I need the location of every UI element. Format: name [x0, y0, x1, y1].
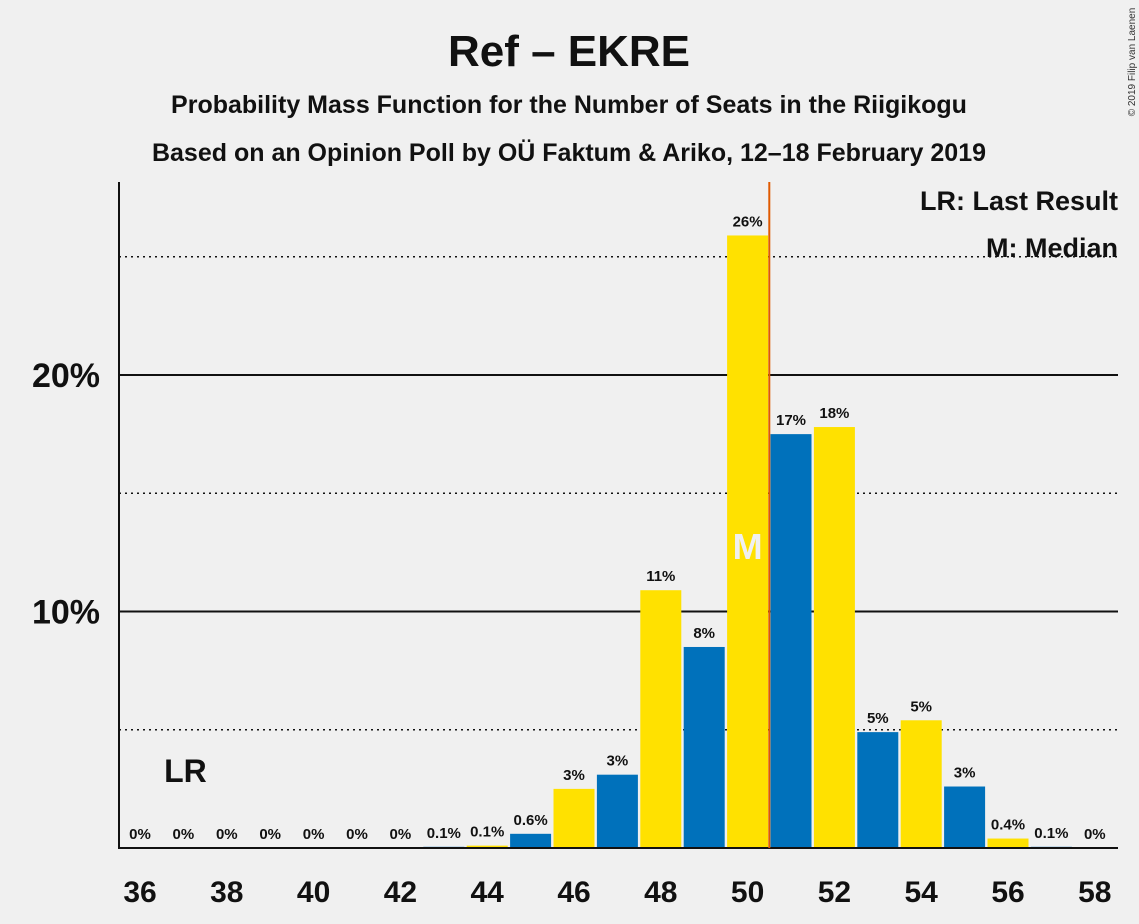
bar-label-seat-55: 3%	[954, 765, 976, 782]
bar-label-seat-58: 0%	[1084, 826, 1106, 843]
bar-label-seat-36: 0%	[129, 826, 151, 843]
bar-seat-55	[944, 786, 986, 848]
axes	[118, 182, 1118, 849]
legend-median: M: Median	[986, 233, 1118, 263]
legend-last-result: LR: Last Result	[920, 186, 1118, 216]
bar-seat-45	[510, 833, 552, 848]
x-tick-56: 56	[991, 876, 1024, 909]
bar-label-seat-43: 0.1%	[427, 825, 461, 842]
x-tick-54: 54	[905, 876, 939, 909]
bar-value-labels: 0% 0% 0% 0% 0% 0% 0% 0.1% 0.1% 0.6% 3% 3% 11% 8% 26% 17…	[129, 213, 1105, 843]
bar-seat-46	[553, 788, 595, 848]
x-tick-labels: 36 38 40 42 44 46 48 50 52 54 56 58	[123, 876, 1111, 909]
x-tick-58: 58	[1078, 876, 1111, 909]
bar-label-seat-38: 0%	[216, 826, 238, 843]
bar-label-seat-37: 0%	[173, 826, 195, 843]
last-result-marker: LR	[164, 753, 207, 789]
bar-seat-47	[596, 774, 638, 848]
bar-seat-53	[857, 732, 899, 848]
bar-label-seat-44: 0.1%	[470, 824, 504, 841]
bar-label-seat-56: 0.4%	[991, 817, 1025, 834]
chart-title: Ref – EKRE	[448, 27, 690, 76]
bar-seat-49	[683, 646, 725, 848]
x-tick-44: 44	[471, 876, 505, 909]
bar-label-seat-49: 8%	[693, 625, 715, 642]
bar-seat-44	[466, 845, 508, 848]
gridlines	[119, 256, 1118, 731]
bar-seat-52	[813, 427, 855, 848]
bar-seat-51	[770, 434, 812, 848]
bar-seat-54	[900, 720, 942, 848]
bar-label-seat-52: 18%	[819, 405, 849, 422]
bar-seat-48	[640, 590, 682, 848]
bar-label-seat-40: 0%	[303, 826, 325, 843]
bar-label-seat-45: 0.6%	[513, 812, 547, 829]
bar-label-seat-42: 0%	[390, 826, 412, 843]
x-tick-46: 46	[557, 876, 590, 909]
x-tick-38: 38	[210, 876, 243, 909]
bar-label-seat-46: 3%	[563, 767, 585, 784]
bar-seat-56	[987, 838, 1029, 848]
bar-label-seat-47: 3%	[607, 753, 629, 770]
y-tick-20: 20%	[32, 357, 100, 395]
bar-label-seat-48: 11%	[646, 568, 675, 585]
bar-label-seat-54: 5%	[910, 698, 932, 715]
bar-label-seat-57: 0.1%	[1034, 825, 1068, 842]
chart-subtitle-2: Based on an Opinion Poll by OÜ Faktum & …	[152, 138, 986, 167]
x-tick-36: 36	[123, 876, 156, 909]
bar-seat-50	[727, 235, 769, 849]
x-tick-52: 52	[818, 876, 851, 909]
y-tick-10: 10%	[32, 594, 100, 632]
chart-subtitle-1: Probability Mass Function for the Number…	[171, 91, 967, 119]
bar-label-seat-51: 17%	[776, 412, 806, 429]
y-tick-labels: 10% 20%	[32, 357, 100, 632]
bar-label-seat-39: 0%	[259, 826, 281, 843]
x-tick-40: 40	[297, 876, 330, 909]
x-tick-50: 50	[731, 876, 764, 909]
bar-label-seat-53: 5%	[867, 710, 889, 727]
x-tick-48: 48	[644, 876, 677, 909]
x-tick-42: 42	[384, 876, 417, 909]
copyright-notice: © 2019 Filip van Laenen	[1127, 8, 1138, 117]
bar-label-seat-50: 26%	[733, 213, 763, 230]
median-marker: M	[733, 526, 763, 567]
bars	[423, 235, 1072, 849]
bar-label-seat-41: 0%	[346, 826, 368, 843]
